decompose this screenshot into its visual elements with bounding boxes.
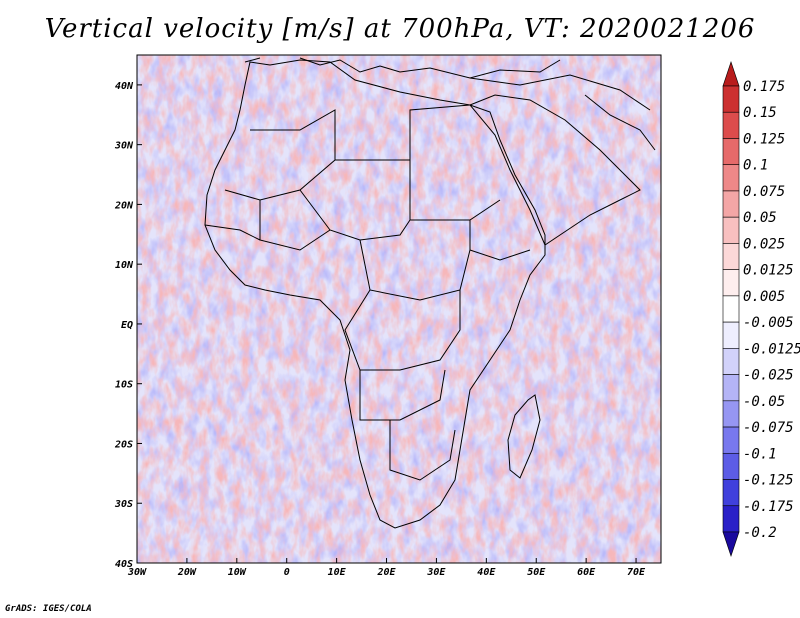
latitude-axis: 40N 30N 20N 10N EQ 10S 20S 30S 40S	[114, 81, 142, 570]
lon-tick-label: 0	[284, 567, 290, 578]
colorbar-label: -0.075	[743, 420, 794, 436]
colorbar-label: -0.0125	[743, 341, 800, 357]
lon-tick-label: 70E	[627, 567, 646, 578]
colorbar-label: 0.005	[743, 289, 785, 305]
colorbar-swatch	[722, 164, 740, 192]
colorbar-label: -0.025	[743, 368, 794, 384]
colorbar-swatch	[722, 452, 740, 480]
colorbar-swatch	[722, 190, 740, 218]
colorbar-swatch	[722, 426, 740, 454]
lon-tick-label: 30W	[127, 567, 147, 578]
colorbar-label: -0.175	[743, 499, 794, 515]
lon-tick-label: 20W	[177, 567, 197, 578]
colorbar-label: 0.05	[743, 210, 777, 226]
colorbar-label: 0.175	[743, 79, 785, 95]
grads-credit: GrADS: IGES/COLA	[5, 604, 92, 614]
colorbar-label: -0.005	[743, 315, 794, 331]
lat-tick-label: EQ	[121, 320, 133, 331]
colorbar-swatch	[722, 321, 740, 349]
lon-tick-label: 60E	[577, 567, 596, 578]
colorbar-swatch	[722, 111, 740, 139]
colorbar-swatch	[722, 138, 740, 166]
colorbar-swatch	[722, 531, 740, 557]
colorbar-swatch	[722, 374, 740, 402]
colorbar-label: 0.025	[743, 236, 785, 252]
colorbar-swatch	[722, 400, 740, 428]
colorbar-swatch	[722, 269, 740, 297]
colorbar-label: -0.05	[743, 394, 785, 410]
lon-tick-label: 10W	[228, 567, 247, 578]
lon-tick-label: 30E	[426, 567, 446, 578]
vertical-velocity-field	[137, 55, 661, 563]
lat-tick-label: 40N	[115, 81, 134, 92]
lat-tick-label: 10S	[115, 380, 133, 391]
lon-tick-label: 10E	[328, 567, 347, 578]
colorbar-label: -0.2	[743, 525, 777, 541]
lon-tick-label: 20E	[376, 567, 396, 578]
lat-tick-label: 20S	[114, 439, 133, 450]
lat-tick-label: 30S	[114, 499, 133, 510]
colorbar-swatch	[722, 216, 740, 244]
lon-tick-label: 50E	[527, 567, 546, 578]
colorbar-label: -0.1	[743, 446, 777, 462]
coastlines	[204, 57, 656, 529]
colorbar-swatch	[722, 479, 740, 507]
lat-tick-label: 30N	[114, 141, 134, 152]
colorbar-swatch	[722, 505, 740, 533]
colorbar-label: -0.125	[743, 473, 794, 489]
chart-title: Vertical velocity [m/s] at 700hPa, VT: 2…	[44, 14, 756, 44]
colorbar-swatch	[722, 348, 740, 375]
lat-tick-label: 40S	[115, 559, 133, 570]
colorbar-swatch	[722, 61, 740, 87]
colorbar-label: 0.1	[743, 158, 768, 174]
colorbar-swatch	[722, 243, 740, 270]
longitude-axis: 30W 20W 10W 0 10E 20E 30E 40E 50E 60E 70E	[127, 558, 646, 578]
colorbar-swatch	[722, 85, 740, 113]
plot-frame	[136, 54, 662, 564]
lat-tick-label: 20N	[114, 200, 134, 211]
colorbar-label: 0.15	[743, 105, 777, 121]
colorbar-swatch	[722, 295, 740, 323]
colorbar-label: 0.075	[743, 184, 785, 200]
colorbar: 0.175 0.15 0.125 0.1 0.075 0.05 0.025 0.0125 0.0…	[722, 61, 800, 557]
lat-tick-label: 10N	[115, 260, 134, 271]
colorbar-label: 0.0125	[743, 263, 794, 279]
lon-tick-label: 40E	[477, 567, 496, 578]
colorbar-label: 0.125	[743, 131, 785, 147]
